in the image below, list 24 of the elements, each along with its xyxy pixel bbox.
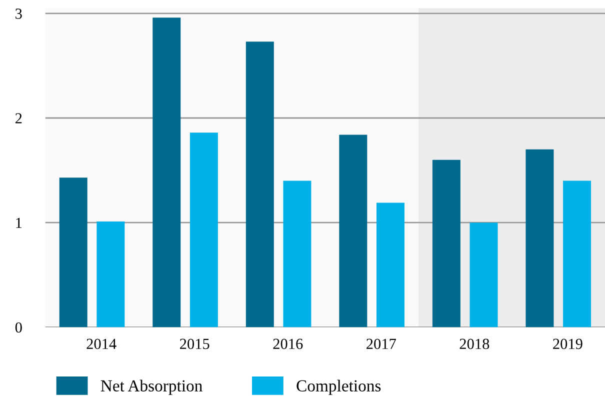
legend-label: Completions bbox=[296, 380, 381, 395]
bar bbox=[339, 134, 368, 328]
bar bbox=[432, 160, 460, 328]
y-tick-label: 0 bbox=[15, 322, 22, 333]
bar bbox=[59, 178, 88, 328]
bar bbox=[470, 222, 498, 328]
x-tick-label: 2018 bbox=[460, 338, 490, 350]
bar bbox=[526, 149, 554, 328]
x-tick-label: 2015 bbox=[180, 338, 210, 350]
x-tick-label: 2017 bbox=[366, 338, 396, 350]
bar bbox=[376, 202, 404, 328]
bar bbox=[190, 132, 218, 328]
bar bbox=[96, 222, 125, 328]
bar bbox=[283, 180, 312, 328]
legend-label: Net Absorption bbox=[100, 380, 202, 395]
x-tick-label: 2016 bbox=[273, 338, 303, 350]
y-tick-label: 2 bbox=[15, 113, 22, 124]
y-tick-label: 3 bbox=[16, 8, 22, 19]
x-tick-label: 2014 bbox=[86, 338, 116, 350]
bar bbox=[246, 42, 274, 328]
x-tick-label: 2019 bbox=[553, 338, 582, 350]
bar bbox=[152, 18, 181, 328]
bar bbox=[563, 180, 592, 328]
y-tick-label: 1 bbox=[16, 218, 22, 228]
